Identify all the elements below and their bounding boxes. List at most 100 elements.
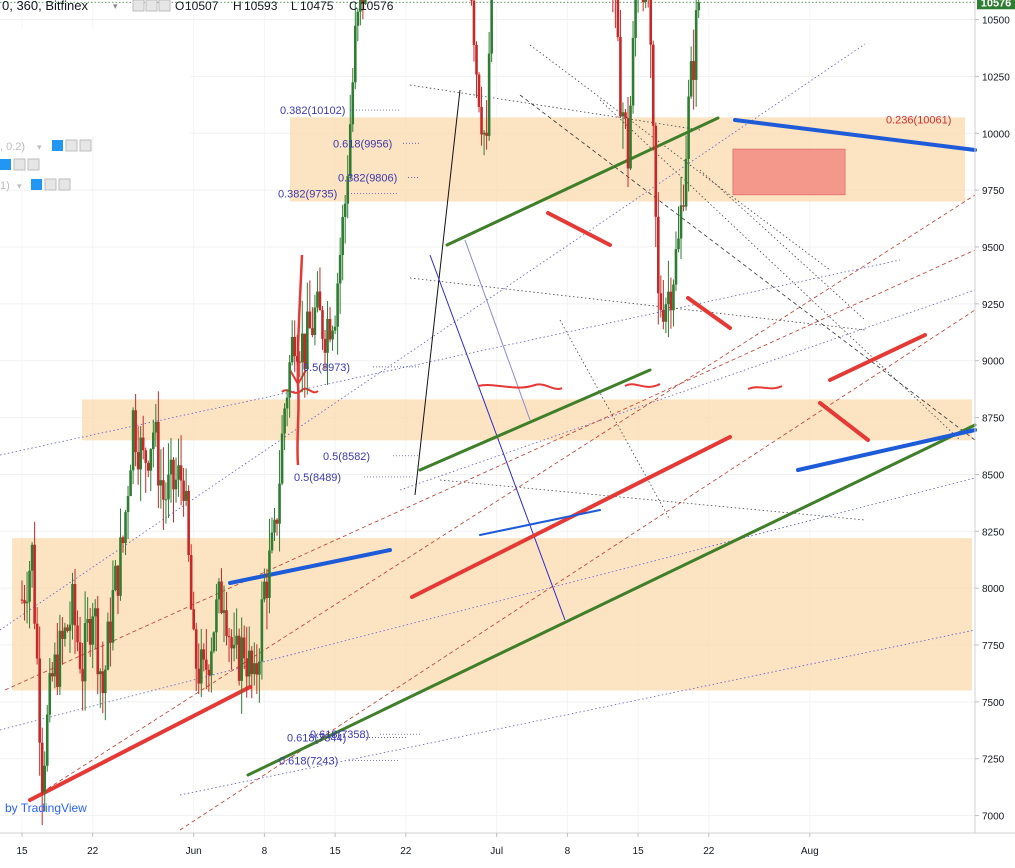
candle-body	[38, 658, 41, 743]
settings-icon[interactable]	[145, 0, 158, 12]
candle-body	[121, 537, 125, 544]
candle-body	[255, 663, 259, 675]
trendline	[828, 333, 927, 382]
settings-icon[interactable]	[44, 178, 57, 191]
y-axis[interactable]: 1400013750135001325013000127501250012250…	[975, 0, 1010, 823]
eye-icon[interactable]	[31, 179, 42, 190]
candle-body	[293, 336, 296, 357]
candle-body	[86, 619, 89, 624]
ohlc-close-value: 10576	[360, 0, 394, 13]
tradingview-watermark: by TradingView	[5, 801, 87, 815]
x-tick-label: 8	[565, 846, 571, 857]
fib-label: 0.618(9956)	[333, 138, 392, 150]
candle-body	[341, 216, 344, 256]
settings-icon[interactable]	[13, 158, 26, 171]
candle-body	[157, 421, 160, 486]
close-icon[interactable]	[58, 178, 71, 191]
candle-body	[659, 293, 663, 310]
indicator-row-2[interactable]	[0, 158, 40, 171]
candle-body	[634, 0, 637, 38]
close-icon[interactable]	[158, 0, 171, 12]
candle-body	[288, 362, 291, 398]
chevron-down-icon[interactable]: ▾	[37, 142, 42, 152]
candle-body	[53, 654, 57, 677]
candle-body	[187, 490, 190, 555]
dashed-channel-line	[4, 249, 976, 691]
candle-body	[66, 627, 69, 631]
candle-body	[306, 311, 309, 370]
candle-body	[177, 465, 180, 480]
x-tick-label: 15	[16, 846, 28, 857]
chevron-down-icon[interactable]: ▾	[17, 181, 22, 191]
candle-body	[300, 333, 304, 363]
indicator-row-3[interactable]: 1) ▾	[0, 178, 71, 192]
indicator-row-1[interactable]: , 0.2) ▾	[0, 139, 92, 153]
candle-body	[164, 499, 168, 501]
candle-body	[225, 610, 228, 636]
candle-body	[199, 649, 203, 684]
candle-body	[222, 610, 226, 614]
dotted-trendline	[0, 259, 901, 456]
candle-body	[263, 581, 266, 600]
candle-body	[250, 650, 254, 675]
candle-body	[167, 474, 170, 500]
close-icon[interactable]	[27, 158, 40, 171]
candle-body	[141, 437, 145, 451]
y-tick-label: 8000	[982, 584, 1005, 595]
eye-icon[interactable]	[52, 140, 63, 151]
visibility-icon[interactable]	[132, 0, 145, 12]
candle-body	[111, 590, 115, 643]
candle-body	[93, 608, 97, 617]
candle-body	[336, 283, 339, 327]
header-toolbar[interactable]	[132, 0, 171, 12]
eye-icon[interactable]	[0, 159, 11, 170]
candle-body	[321, 310, 324, 339]
dashed-channel-line	[179, 309, 976, 831]
fib-labels: 0.236(12324)0.236(11499)0.382(11419)0.23…	[278, 105, 951, 767]
ohlc-close-key: C	[349, 0, 358, 13]
ohlc-high-key: H	[233, 0, 242, 13]
candle-body	[169, 459, 173, 475]
candle-body	[258, 661, 261, 675]
candle-body	[273, 519, 276, 533]
candle-body	[328, 318, 332, 340]
candle-body	[253, 663, 256, 675]
candle-body	[71, 583, 74, 625]
close-icon[interactable]	[79, 139, 92, 152]
dotted-trendline	[409, 84, 701, 131]
candle-body	[20, 599, 24, 601]
trendline	[733, 118, 977, 152]
y-tick-label: 9750	[982, 186, 1005, 197]
candle-body	[308, 311, 312, 329]
fib-anchor-line	[464, 239, 531, 421]
x-axis[interactable]: 15 22 Jun 8 15 22 Jul 8 15 22 Aug	[16, 833, 819, 857]
candle-body	[172, 459, 175, 490]
y-tick-label: 8250	[982, 527, 1005, 538]
fib-label: 0.382(9806)	[338, 172, 397, 184]
candle-body	[682, 205, 685, 207]
candle-body	[58, 630, 62, 687]
y-tick-label: 7500	[982, 698, 1005, 709]
chevron-down-icon[interactable]: ▾	[113, 1, 118, 11]
fib-label: 0.5(8973)	[303, 362, 350, 374]
candle-body	[73, 583, 77, 626]
candle-body	[626, 118, 630, 169]
fib-label: 0.5(8489)	[294, 472, 341, 484]
candle-body	[81, 669, 84, 682]
chart-header: 0, 360, Bitfinex ▾ O 10507 H 10593 L 104…	[2, 0, 394, 13]
candle-body	[318, 291, 322, 311]
settings-icon[interactable]	[65, 139, 78, 152]
fib-label: 0.382(9735)	[278, 189, 337, 201]
y-tick-label: 9250	[982, 300, 1005, 311]
candle-body	[697, 2, 700, 11]
candle-body	[629, 105, 632, 169]
candle-body	[109, 621, 112, 643]
candle-body	[359, 0, 362, 12]
candle-body	[232, 644, 236, 649]
candle-body	[260, 599, 264, 662]
y-tick-label: 10000	[982, 129, 1010, 140]
candle-body	[303, 333, 307, 370]
candle-body	[174, 479, 178, 490]
